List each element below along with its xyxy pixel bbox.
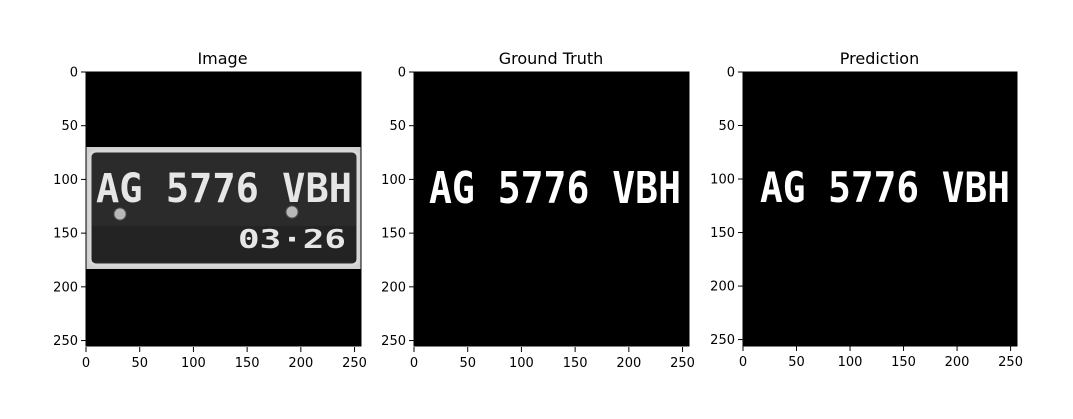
image-plate-line2: 03·26	[238, 225, 346, 255]
panel-prediction-xtick-label: 200	[945, 355, 970, 370]
panel-image-ytick-label: 0	[70, 66, 78, 81]
ground-truth-background	[414, 72, 689, 346]
panel-prediction: Prediction AG 5776 VBH 0 50 100 150 200 250 0…	[710, 49, 1023, 370]
panel-ground-truth-ytick-label: 100	[381, 173, 406, 188]
panel-prediction-xtick-label: 0	[739, 355, 747, 370]
panel-prediction-xtick-label: 150	[891, 355, 916, 370]
ground-truth-mask-text: AG 5776 VBH	[429, 163, 681, 214]
panel-ground-truth-xtick-label: 50	[459, 356, 476, 371]
prediction-mask-text: AG 5776 VBH	[760, 163, 1010, 212]
panel-ground-truth-yaxis: 0 50 100 150 200 250	[381, 66, 414, 349]
panel-prediction-frame	[742, 71, 1018, 347]
panel-image-xtick-label: 50	[131, 356, 148, 371]
panel-image-xtick-label: 100	[181, 356, 206, 371]
panel-ground-truth-xtick-label: 150	[563, 356, 588, 371]
image-bolt-left	[113, 207, 127, 221]
panel-image-yaxis: 0 50 100 150 200 250	[53, 66, 86, 349]
panel-image-ytick-label: 250	[53, 334, 78, 349]
panel-prediction-xtick-label: 50	[788, 355, 805, 370]
panel-ground-truth-xaxis: 0 50 100 150 200 250	[410, 347, 695, 371]
image-plate-shadow	[92, 226, 356, 262]
panel-image-xaxis: 0 50 100 150 200 250	[82, 347, 367, 371]
panel-ground-truth-ytick-label: 200	[381, 280, 406, 295]
panel-prediction-ytick-label: 250	[710, 333, 735, 348]
panel-prediction-ytick-label: 200	[710, 280, 735, 295]
image-plate-line1: AG 5776 VBH	[96, 166, 352, 212]
panel-ground-truth: Ground Truth AG 5776 VBH 0 50 100 150 200 250…	[381, 49, 695, 371]
panel-image-ytick-label: 50	[61, 119, 78, 134]
image-bolt-right	[285, 205, 299, 219]
panel-ground-truth-title: Ground Truth	[499, 49, 604, 68]
panel-image: Image AG 5776 VBH 03·26 0 50 100 150 200 250 …	[53, 49, 367, 371]
panel-image-xtick-label: 150	[235, 356, 260, 371]
panel-ground-truth-ytick-label: 0	[398, 66, 406, 81]
panel-image-frame	[85, 71, 362, 347]
panel-image-ytick-label: 100	[53, 173, 78, 188]
panel-ground-truth-xtick-label: 250	[670, 356, 695, 371]
panel-ground-truth-ytick-label: 250	[381, 334, 406, 349]
panel-ground-truth-frame	[413, 71, 690, 347]
panel-prediction-ytick-label: 0	[727, 66, 735, 81]
panel-ground-truth-xtick-label: 0	[410, 356, 418, 371]
panel-image-xtick-label: 200	[288, 356, 313, 371]
panel-ground-truth-xtick-label: 100	[509, 356, 534, 371]
panel-prediction-ytick-label: 150	[710, 226, 735, 241]
panel-image-ytick-label: 200	[53, 280, 78, 295]
panel-ground-truth-ytick-label: 150	[381, 227, 406, 242]
panel-prediction-yaxis: 0 50 100 150 200 250	[710, 66, 743, 348]
panel-prediction-xtick-label: 100	[838, 355, 863, 370]
panel-prediction-ytick-label: 100	[710, 173, 735, 188]
panel-ground-truth-ytick-label: 50	[389, 119, 406, 134]
panel-image-xtick-label: 250	[342, 356, 367, 371]
panel-ground-truth-xtick-label: 200	[616, 356, 641, 371]
panel-prediction-title: Prediction	[840, 49, 919, 68]
prediction-background	[743, 72, 1017, 346]
panel-image-xtick-label: 0	[82, 356, 90, 371]
panel-image-ytick-label: 150	[53, 227, 78, 242]
panel-prediction-xaxis: 0 50 100 150 200 250	[739, 346, 1023, 370]
panel-prediction-xtick-label: 250	[998, 355, 1023, 370]
panel-prediction-ytick-label: 50	[718, 119, 735, 134]
panel-image-title: Image	[197, 49, 247, 68]
